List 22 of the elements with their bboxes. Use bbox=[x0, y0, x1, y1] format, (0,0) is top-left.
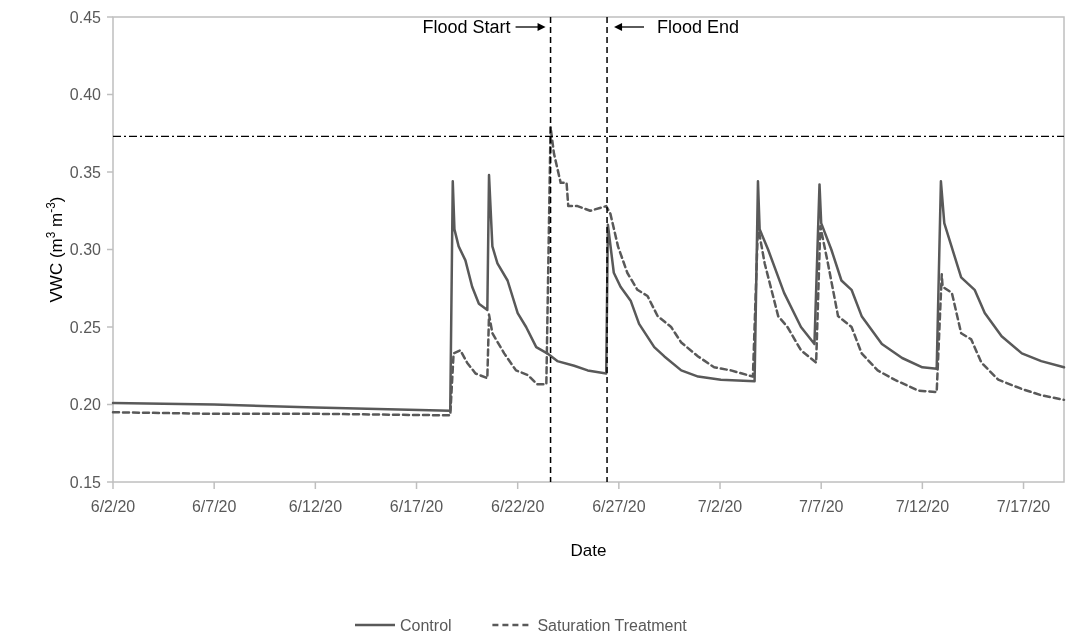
x-tick-label: 6/2/20 bbox=[90, 498, 136, 515]
legend-label: Saturation Treatment bbox=[537, 616, 688, 634]
x-tick-label: 6/22/20 bbox=[490, 498, 545, 515]
ref-line-label: Flood Start bbox=[422, 17, 511, 38]
y-tick-label: 0.45 bbox=[69, 8, 102, 26]
x-tick-label: 7/12/20 bbox=[895, 498, 950, 515]
x-tick-label: 6/17/20 bbox=[389, 498, 444, 515]
y-tick-label: 0.20 bbox=[69, 396, 102, 414]
x-tick-label: 7/2/20 bbox=[697, 498, 743, 515]
y-tick-label: 0.25 bbox=[69, 318, 102, 336]
x-tick-label: 6/27/20 bbox=[592, 498, 646, 515]
ref-line-label: Flood End bbox=[657, 17, 740, 38]
x-tick-label: 7/17/20 bbox=[996, 498, 1051, 515]
y-tick-label: 0.35 bbox=[69, 163, 102, 181]
y-tick-label: 0.40 bbox=[69, 86, 102, 104]
y-tick-label: 0.30 bbox=[69, 241, 102, 259]
x-tick-label: 6/12/20 bbox=[288, 498, 343, 515]
x-tick-label: 7/7/20 bbox=[798, 498, 844, 515]
x-tick-label: 6/7/20 bbox=[191, 498, 237, 515]
y-tick-label: 0.15 bbox=[69, 473, 102, 491]
legend-label: Control bbox=[400, 616, 452, 634]
x-axis-title: Date bbox=[570, 541, 607, 560]
